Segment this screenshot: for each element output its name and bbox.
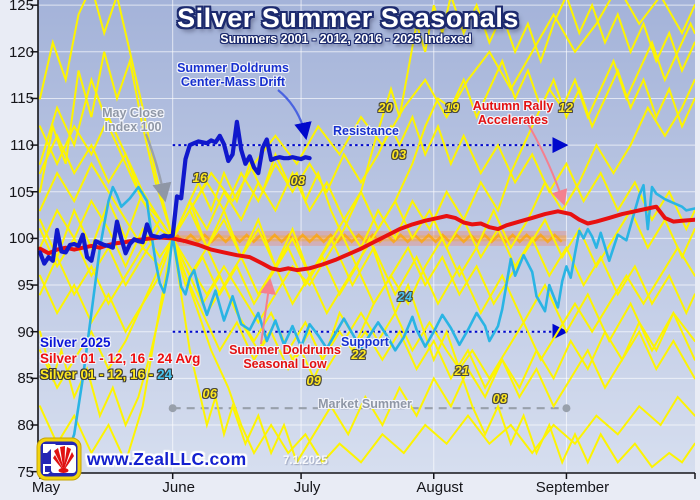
- year-label: 12: [558, 100, 574, 115]
- x-tick-label: September: [535, 479, 610, 496]
- legend-years: Silver 01 - 12, 16 - 24: [40, 367, 173, 382]
- year-label: 20: [378, 100, 394, 115]
- annotation-summer-doldrums-drift: Summer Doldrums Center-Mass Drift: [177, 61, 289, 89]
- legend-average: Silver 01 - 12, 16 - 24 Avg: [40, 351, 201, 366]
- year-label: 03: [391, 148, 407, 163]
- year-label: 19: [444, 100, 460, 115]
- annotation-may-close-index: May Close Index 100: [102, 106, 164, 134]
- y-tick-label: 120: [8, 43, 34, 61]
- y-tick-label: 100: [8, 230, 34, 248]
- year-label: 16: [192, 170, 208, 185]
- y-tick-label: 105: [8, 183, 34, 201]
- year-label: 08: [290, 173, 306, 188]
- chart-date: 7.1.2025: [283, 455, 328, 467]
- year-label: 08: [492, 391, 508, 406]
- y-tick-label: 85: [17, 370, 34, 388]
- x-tick-label: June: [162, 479, 195, 496]
- chart-title: Silver Summer Seasonals: [177, 2, 519, 33]
- annotation-support: Support: [341, 335, 389, 349]
- y-tick-label: 95: [17, 277, 34, 295]
- annotation-market-summer: Market Summer: [318, 397, 412, 411]
- year-label: 24: [397, 290, 413, 305]
- zeal-logo[interactable]: [36, 437, 82, 481]
- legend-year-24: 24: [157, 367, 173, 382]
- y-tick-label: 110: [10, 137, 34, 155]
- x-tick-label: July: [293, 479, 321, 496]
- y-tick-label: 80: [17, 417, 34, 434]
- legend: Silver 2025 Silver 01 - 12, 16 - 24 Avg …: [40, 335, 200, 383]
- x-tick-label: August: [416, 479, 464, 496]
- year-label: 22: [351, 348, 367, 363]
- annotation-resistance: Resistance: [332, 124, 400, 138]
- shell-icon: [53, 446, 74, 473]
- y-tick-label: 75: [17, 463, 34, 481]
- legend-silver-2025: Silver 2025: [40, 335, 111, 350]
- year-label: 06: [202, 387, 218, 402]
- year-label: 21: [454, 363, 470, 378]
- year-label: 09: [306, 374, 322, 389]
- x-tick-label: May: [31, 479, 61, 496]
- y-tick-label: 115: [10, 90, 34, 108]
- chart-subtitle: Summers 2001 - 2012, 2016 - 2025 Indexed: [220, 32, 472, 46]
- annotation-seasonal-low: Summer Doldrums Seasonal Low: [229, 343, 341, 371]
- zeal-website-link[interactable]: www.ZealLLC.com: [87, 449, 247, 469]
- annotation-autumn-rally: Autumn Rally Accelerates: [472, 99, 554, 127]
- y-tick-label: 125: [8, 0, 34, 15]
- y-tick-label: 90: [17, 323, 34, 341]
